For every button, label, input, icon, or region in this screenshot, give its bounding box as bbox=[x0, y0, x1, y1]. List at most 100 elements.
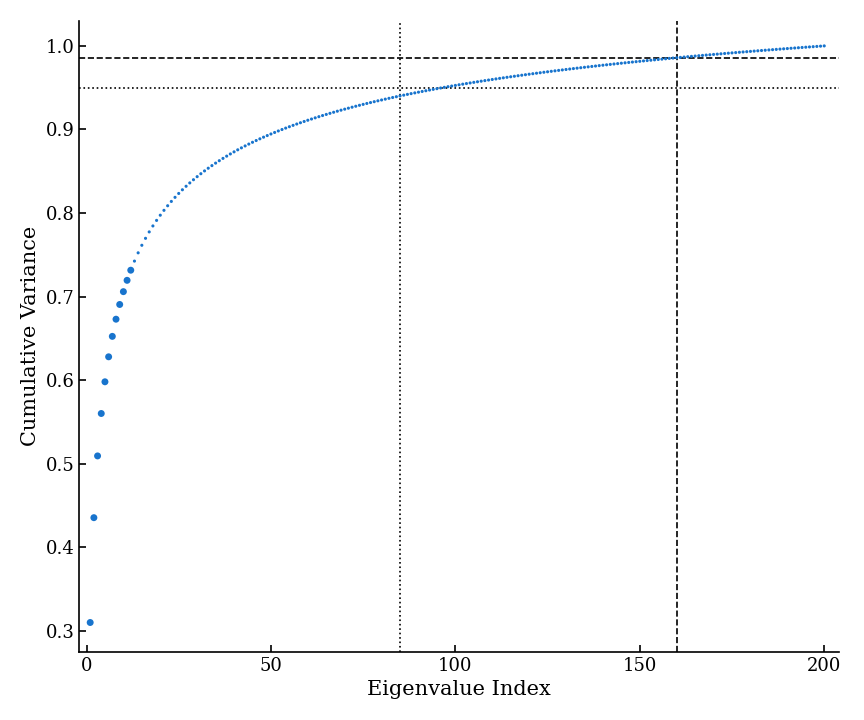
Point bbox=[733, 47, 746, 58]
Point bbox=[120, 274, 134, 286]
Point bbox=[301, 114, 314, 126]
Point bbox=[655, 53, 669, 65]
Point bbox=[378, 94, 392, 105]
Point bbox=[308, 112, 322, 124]
Point bbox=[637, 55, 651, 67]
Point bbox=[360, 98, 374, 109]
Point bbox=[194, 168, 207, 179]
Point bbox=[533, 67, 547, 78]
Point bbox=[622, 57, 636, 68]
Point bbox=[227, 146, 241, 158]
Point bbox=[644, 55, 658, 66]
Point bbox=[353, 99, 366, 111]
Point bbox=[201, 163, 215, 174]
Point bbox=[327, 107, 340, 118]
Point bbox=[481, 74, 495, 86]
Point bbox=[231, 144, 245, 156]
Point bbox=[681, 51, 695, 63]
Point bbox=[245, 137, 259, 148]
Point bbox=[684, 50, 698, 62]
Point bbox=[504, 71, 518, 83]
Point bbox=[213, 155, 226, 166]
Point bbox=[795, 42, 809, 53]
Point bbox=[725, 47, 739, 58]
Point bbox=[791, 42, 805, 53]
Point bbox=[696, 50, 709, 61]
Point bbox=[224, 148, 238, 160]
Point bbox=[721, 48, 735, 59]
Point bbox=[198, 165, 212, 176]
Point bbox=[740, 46, 753, 58]
Point bbox=[390, 91, 403, 102]
Point bbox=[714, 48, 727, 60]
Point bbox=[629, 56, 643, 68]
Point bbox=[607, 58, 621, 70]
Point bbox=[131, 247, 145, 258]
Point bbox=[113, 299, 127, 310]
Point bbox=[467, 76, 480, 88]
Point bbox=[600, 59, 613, 71]
Point bbox=[297, 116, 311, 127]
Point bbox=[216, 153, 230, 164]
Point bbox=[138, 233, 152, 244]
Point bbox=[183, 177, 197, 189]
Point bbox=[552, 65, 566, 76]
Point bbox=[530, 68, 543, 79]
Point bbox=[154, 210, 168, 221]
Point bbox=[393, 90, 407, 102]
Point bbox=[294, 117, 308, 128]
X-axis label: Eigenvalue Index: Eigenvalue Index bbox=[367, 680, 551, 699]
Point bbox=[544, 66, 558, 77]
Point bbox=[135, 240, 149, 251]
Point bbox=[117, 286, 130, 297]
Point bbox=[404, 88, 418, 99]
Point bbox=[264, 128, 278, 140]
Point bbox=[559, 64, 573, 76]
Point bbox=[209, 158, 223, 169]
Point bbox=[175, 184, 189, 196]
Point bbox=[478, 75, 492, 86]
Point bbox=[411, 86, 425, 98]
Point bbox=[577, 61, 591, 73]
Point bbox=[91, 450, 105, 462]
Point bbox=[408, 87, 422, 99]
Point bbox=[511, 70, 525, 81]
Point bbox=[445, 81, 459, 92]
Point bbox=[585, 60, 599, 72]
Point bbox=[766, 44, 779, 55]
Point bbox=[452, 79, 466, 91]
Point bbox=[143, 226, 156, 238]
Point bbox=[442, 81, 455, 92]
Point bbox=[94, 408, 108, 419]
Point bbox=[397, 89, 410, 101]
Point bbox=[98, 376, 111, 387]
Point bbox=[219, 150, 233, 162]
Point bbox=[289, 118, 303, 130]
Point bbox=[692, 50, 706, 61]
Point bbox=[382, 93, 396, 104]
Point bbox=[168, 192, 182, 203]
Point bbox=[673, 52, 687, 63]
Point bbox=[648, 54, 662, 66]
Point bbox=[456, 78, 470, 90]
Point bbox=[102, 351, 116, 363]
Point bbox=[689, 50, 702, 62]
Point bbox=[356, 99, 370, 110]
Point bbox=[663, 53, 677, 64]
Point bbox=[448, 80, 462, 91]
Point bbox=[375, 94, 389, 106]
Point bbox=[810, 40, 823, 52]
Point bbox=[744, 45, 758, 57]
Point bbox=[593, 60, 607, 71]
Point bbox=[567, 63, 581, 74]
Point bbox=[518, 69, 532, 81]
Point bbox=[253, 133, 267, 145]
Point bbox=[603, 58, 617, 70]
Point bbox=[157, 204, 171, 216]
Point bbox=[541, 66, 555, 78]
Point bbox=[777, 43, 791, 55]
Point bbox=[515, 69, 529, 81]
Point bbox=[364, 96, 378, 108]
Point bbox=[172, 188, 186, 199]
Point bbox=[334, 104, 348, 116]
